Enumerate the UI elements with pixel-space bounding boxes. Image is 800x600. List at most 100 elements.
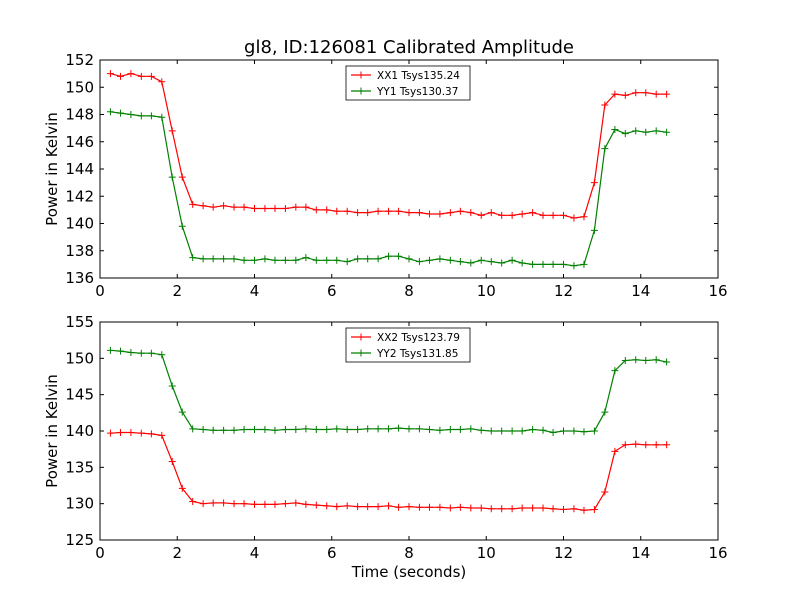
data-point-1-0-20 bbox=[312, 501, 320, 509]
data-point-1-0-45 bbox=[570, 505, 578, 513]
data-point-1-1-48 bbox=[601, 408, 609, 416]
data-point-1-0-23 bbox=[343, 502, 351, 510]
data-point-0-1-43 bbox=[549, 260, 557, 268]
data-point-1-1-2 bbox=[127, 349, 135, 357]
data-point-0-0-6 bbox=[168, 127, 176, 135]
data-point-0-0-27 bbox=[385, 207, 393, 215]
data-point-1-1-29 bbox=[405, 425, 413, 433]
data-point-1-0-29 bbox=[405, 503, 413, 511]
data-point-0-1-49 bbox=[611, 125, 619, 133]
data-point-0-0-23 bbox=[343, 207, 351, 215]
data-point-1-1-54 bbox=[663, 358, 671, 366]
y-tick-label-0-7: 150 bbox=[65, 78, 94, 96]
data-point-1-1-25 bbox=[364, 425, 372, 433]
legend-label-1-0: XX2 Tsys123.79 bbox=[377, 332, 460, 344]
data-point-1-1-30 bbox=[415, 425, 423, 433]
data-point-0-1-32 bbox=[436, 255, 444, 263]
data-point-0-0-3 bbox=[137, 72, 145, 80]
data-point-0-1-11 bbox=[220, 255, 228, 263]
data-point-0-0-8 bbox=[189, 200, 197, 208]
data-point-0-1-50 bbox=[621, 130, 629, 138]
data-point-0-0-20 bbox=[312, 206, 320, 214]
data-point-0-0-37 bbox=[487, 209, 495, 217]
data-point-0-0-54 bbox=[663, 90, 671, 98]
x-tick-label-0-4: 8 bbox=[404, 282, 414, 300]
x-tick-label-1-2: 4 bbox=[250, 544, 260, 562]
legend-marker-1-1 bbox=[357, 349, 365, 357]
data-point-1-1-52 bbox=[642, 357, 650, 365]
data-point-0-1-48 bbox=[601, 145, 609, 153]
data-point-1-1-17 bbox=[281, 426, 289, 434]
data-point-1-1-42 bbox=[539, 426, 547, 434]
data-point-0-0-5 bbox=[158, 78, 166, 86]
x-tick-label-0-6: 12 bbox=[554, 282, 573, 300]
data-point-1-1-27 bbox=[385, 425, 393, 433]
data-point-1-0-5 bbox=[158, 431, 166, 439]
data-point-0-0-35 bbox=[467, 209, 475, 217]
data-point-1-1-51 bbox=[632, 356, 640, 364]
y-tick-label-0-0: 136 bbox=[65, 269, 94, 287]
data-point-0-1-41 bbox=[529, 260, 537, 268]
x-tick-label-0-1: 2 bbox=[172, 282, 182, 300]
data-point-1-1-49 bbox=[611, 367, 619, 375]
data-point-1-0-21 bbox=[323, 502, 331, 510]
data-point-1-1-12 bbox=[230, 426, 238, 434]
y-tick-label-0-2: 140 bbox=[65, 215, 94, 233]
data-point-1-0-10 bbox=[209, 499, 217, 507]
data-point-1-0-41 bbox=[529, 504, 537, 512]
data-point-0-1-24 bbox=[354, 255, 362, 263]
data-point-0-1-35 bbox=[467, 259, 475, 267]
data-point-0-1-10 bbox=[209, 255, 217, 263]
y-tick-label-1-6: 155 bbox=[65, 313, 94, 331]
data-point-0-0-18 bbox=[292, 203, 300, 211]
data-point-0-0-34 bbox=[456, 207, 464, 215]
y-tick-label-0-3: 142 bbox=[65, 187, 94, 205]
data-point-1-0-42 bbox=[539, 504, 547, 512]
x-tick-label-0-7: 14 bbox=[631, 282, 650, 300]
data-point-1-0-53 bbox=[652, 441, 660, 449]
data-point-0-1-8 bbox=[189, 254, 197, 262]
data-point-1-0-44 bbox=[560, 505, 567, 513]
data-point-0-0-0 bbox=[106, 70, 114, 78]
data-point-1-0-27 bbox=[385, 502, 393, 510]
data-point-1-1-21 bbox=[323, 426, 331, 434]
figure-title: gl8, ID:126081 Calibrated Amplitude bbox=[244, 37, 574, 58]
data-point-0-0-16 bbox=[271, 205, 279, 213]
y-axis-label-1: Power in Kelvin bbox=[43, 374, 61, 488]
legend-label-0-0: XX1 Tsys135.24 bbox=[377, 70, 460, 82]
data-point-0-0-40 bbox=[518, 210, 526, 218]
legend-marker-0-1 bbox=[357, 87, 365, 95]
data-point-1-0-48 bbox=[601, 488, 609, 496]
data-point-0-1-26 bbox=[374, 255, 382, 263]
data-point-1-0-31 bbox=[425, 503, 433, 511]
x-tick-label-1-1: 2 bbox=[172, 544, 182, 562]
data-point-0-1-34 bbox=[456, 258, 464, 266]
data-point-0-1-9 bbox=[199, 255, 207, 263]
data-point-1-0-28 bbox=[395, 503, 403, 511]
data-point-0-1-2 bbox=[127, 111, 135, 118]
data-point-0-1-47 bbox=[590, 226, 598, 234]
y-tick-label-1-0: 125 bbox=[65, 531, 94, 549]
data-point-1-1-50 bbox=[621, 357, 629, 365]
data-point-0-0-36 bbox=[477, 211, 485, 219]
data-point-0-1-12 bbox=[230, 255, 238, 263]
data-point-0-0-52 bbox=[642, 89, 650, 97]
data-point-1-1-45 bbox=[570, 427, 578, 435]
data-point-0-0-13 bbox=[240, 203, 248, 211]
data-point-0-1-37 bbox=[487, 258, 495, 266]
data-point-1-0-17 bbox=[281, 500, 289, 508]
data-point-1-1-37 bbox=[487, 427, 495, 435]
data-point-1-0-50 bbox=[621, 441, 629, 449]
data-point-0-1-22 bbox=[333, 256, 341, 264]
data-point-1-1-10 bbox=[209, 426, 217, 434]
data-point-1-1-39 bbox=[508, 427, 516, 435]
data-point-1-0-43 bbox=[549, 505, 557, 513]
data-point-0-0-30 bbox=[415, 209, 423, 217]
legend-label-0-1: YY1 Tsys130.37 bbox=[376, 86, 458, 98]
data-point-1-0-39 bbox=[508, 505, 516, 513]
y-tick-label-1-1: 130 bbox=[65, 495, 94, 513]
data-point-1-1-1 bbox=[116, 347, 124, 355]
data-point-1-1-38 bbox=[498, 427, 506, 435]
data-point-1-0-51 bbox=[632, 440, 640, 448]
data-point-1-1-53 bbox=[652, 356, 660, 364]
